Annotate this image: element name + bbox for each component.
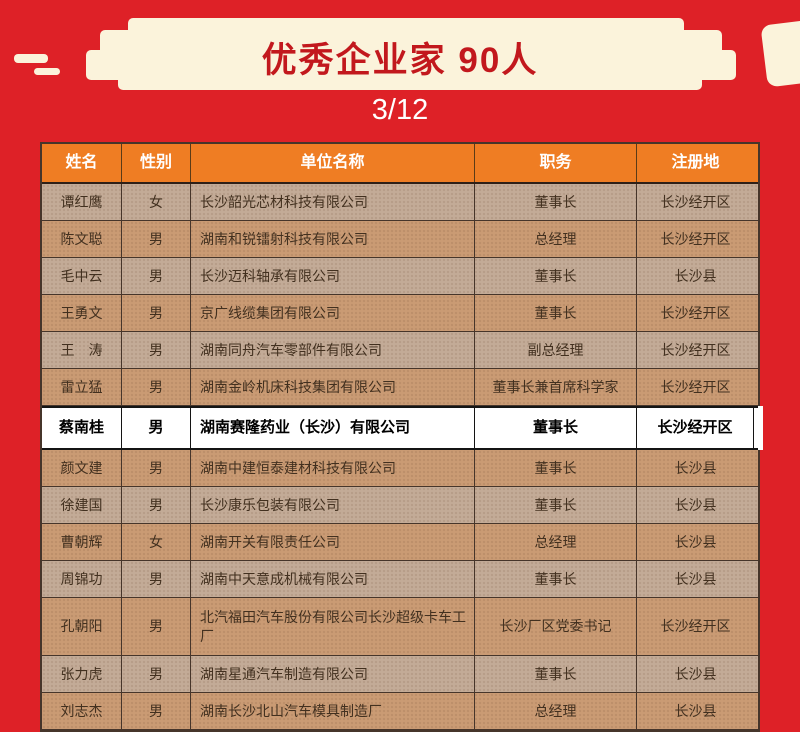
table-row: 陈文聪 男 湖南和锐镭射科技有限公司 总经理 长沙经开区 [42,221,758,258]
cell-location: 长沙县 [674,267,717,284]
table-row: 孔朝阳 男 北汽福田汽车股份有限公司长沙超级卡车工厂 长沙厂区党委书记 长沙经开… [42,598,758,656]
cell-name: 刘志杰 [42,693,122,729]
cell-position: 长沙厂区党委书记 [475,598,637,655]
cell-gender: 男 [122,598,191,655]
cell-position: 董事长 [475,561,637,597]
cell-name: 颜文建 [42,450,122,486]
cell-name: 陈文聪 [42,221,122,257]
cell-position: 董事长 [475,487,637,523]
cell-name: 毛中云 [42,258,122,294]
table-row: 谭红鹰 女 长沙韶光芯材科技有限公司 董事长 长沙经开区 [42,184,758,221]
cell-location: 长沙县 [674,570,717,587]
cell-name: 张力虎 [42,656,122,692]
table-row: 颜文建 男 湖南中建恒泰建材科技有限公司 董事长 长沙县 [42,450,758,487]
cell-gender: 男 [122,408,191,448]
cell-company: 湖南同舟汽车零部件有限公司 [191,332,475,368]
cell-company: 湖南中天意成机械有限公司 [191,561,475,597]
cell-location: 长沙经开区 [660,378,731,395]
cell-name: 曹朝辉 [42,524,122,560]
table-row: 张力虎 男 湖南星通汽车制造有限公司 董事长 长沙县 [42,656,758,693]
header-position: 职务 [475,144,637,182]
cell-company: 湖南长沙北山汽车模具制造厂 [191,693,475,729]
cell-position: 董事长 [475,656,637,692]
cell-location: 长沙经开区 [660,304,731,321]
cell-company: 长沙康乐包装有限公司 [191,487,475,523]
cell-position: 总经理 [475,221,637,257]
cell-name: 蔡南桂 [42,408,122,448]
cell-location: 长沙经开区 [660,341,731,358]
cell-name: 王 涛 [42,332,122,368]
cell-gender: 男 [122,369,191,405]
page-title: 优秀企业家 90人 [261,41,539,80]
cell-name: 谭红鹰 [42,184,122,220]
header-name: 姓名 [42,144,122,182]
cell-gender: 男 [122,295,191,331]
cell-position: 总经理 [475,693,637,729]
table-row: 雷立猛 男 湖南金岭机床科技集团有限公司 董事长兼首席科学家 长沙经开区 [42,369,758,406]
table-row: 毛中云 男 长沙迈科轴承有限公司 董事长 长沙县 [42,258,758,295]
cell-position: 董事长 [475,258,637,294]
cell-location: 长沙县 [674,533,717,550]
brush-stroke [118,72,702,90]
table-row: 周锦功 男 湖南中天意成机械有限公司 董事长 长沙县 [42,561,758,598]
cell-location: 长沙经开区 [637,408,754,448]
cell-company: 湖南金岭机床科技集团有限公司 [191,369,475,405]
cell-location: 长沙经开区 [660,193,731,210]
cell-gender: 男 [122,487,191,523]
cell-company: 北汽福田汽车股份有限公司长沙超级卡车工厂 [191,598,475,655]
cell-position: 董事长 [475,408,637,448]
cell-name: 王勇文 [42,295,122,331]
table-header-row: 姓名 性别 单位名称 职务 注册地 [42,144,758,184]
page-indicator: 3/12 [371,94,429,126]
cell-location: 长沙县 [674,665,717,682]
table-row: 王 涛 男 湖南同舟汽车零部件有限公司 副总经理 长沙经开区 [42,332,758,369]
cell-location: 长沙经开区 [660,230,731,247]
cell-position: 董事长兼首席科学家 [475,369,637,405]
cell-position: 董事长 [475,184,637,220]
table-body: 谭红鹰 女 长沙韶光芯材科技有限公司 董事长 长沙经开区 陈文聪 男 湖南和锐镭… [42,184,758,730]
entrepreneurs-table: 姓名 性别 单位名称 职务 注册地 谭红鹰 女 长沙韶光芯材科技有限公司 董事长… [40,142,760,732]
cell-position: 副总经理 [475,332,637,368]
cell-gender: 男 [122,450,191,486]
cell-name: 徐建国 [42,487,122,523]
cell-company: 长沙迈科轴承有限公司 [191,258,475,294]
table-row: 王勇文 男 京广线缆集团有限公司 董事长 长沙经开区 [42,295,758,332]
cell-position: 总经理 [475,524,637,560]
cell-location: 长沙县 [674,702,717,719]
cell-gender: 女 [122,184,191,220]
cell-gender: 男 [122,693,191,729]
header-gender: 性别 [122,144,191,182]
table-row: 蔡南桂 男 湖南赛隆药业（长沙）有限公司 董事长 长沙经开区 [42,406,758,450]
cell-location: 长沙县 [674,496,717,513]
cell-position: 董事长 [475,450,637,486]
cell-company: 湖南开关有限责任公司 [191,524,475,560]
cell-gender: 男 [122,656,191,692]
table-row: 刘志杰 男 湖南长沙北山汽车模具制造厂 总经理 长沙县 [42,693,758,730]
cell-gender: 男 [122,332,191,368]
brush-speck [34,68,60,75]
cell-name: 雷立猛 [42,369,122,405]
cell-gender: 男 [122,561,191,597]
cell-location: 长沙经开区 [660,618,731,635]
cell-gender: 男 [122,258,191,294]
cell-position: 董事长 [475,295,637,331]
cell-name: 周锦功 [42,561,122,597]
cell-gender: 男 [122,221,191,257]
table-row: 徐建国 男 长沙康乐包装有限公司 董事长 长沙县 [42,487,758,524]
cell-company: 长沙韶光芯材科技有限公司 [191,184,475,220]
cell-company: 湖南和锐镭射科技有限公司 [191,221,475,257]
cell-company: 京广线缆集团有限公司 [191,295,475,331]
cell-location: 长沙县 [674,459,717,476]
table-row: 曹朝辉 女 湖南开关有限责任公司 总经理 长沙县 [42,524,758,561]
cell-gender: 女 [122,524,191,560]
brush-speck [14,54,48,63]
header-company: 单位名称 [191,144,475,182]
cell-name: 孔朝阳 [42,598,122,655]
cell-company: 湖南中建恒泰建材科技有限公司 [191,450,475,486]
header-location: 注册地 [671,153,720,171]
cell-company: 湖南赛隆药业（长沙）有限公司 [191,408,475,448]
cell-company: 湖南星通汽车制造有限公司 [191,656,475,692]
title-banner: 优秀企业家 90人 [0,0,800,100]
